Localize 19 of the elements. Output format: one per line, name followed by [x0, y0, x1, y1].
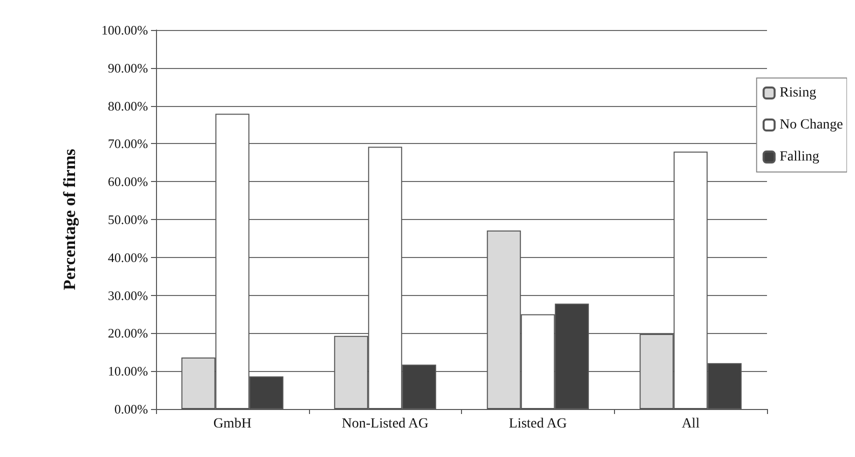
- y-tick-label: 10.00%: [108, 364, 148, 379]
- y-tick-label: 50.00%: [108, 212, 148, 227]
- y-tick-label: 100.00%: [101, 22, 148, 38]
- legend-label: Rising: [780, 86, 816, 100]
- x-tick-label: All: [682, 416, 700, 432]
- y-tick-label: 20.00%: [108, 326, 148, 341]
- y-tick-label: 80.00%: [108, 98, 148, 114]
- x-tick-label: Listed AG: [508, 416, 567, 432]
- y-tick-label: 60.00%: [108, 174, 148, 190]
- y-tick-label: 40.00%: [108, 250, 148, 265]
- legend-label: Falling: [780, 150, 820, 164]
- y-tick-label: 90.00%: [108, 60, 148, 76]
- x-tick-label: Non-Listed AG: [342, 416, 428, 432]
- legend-label: No Change: [780, 118, 844, 132]
- x-tick-label: GmbH: [213, 416, 252, 432]
- y-tick-label: 0.00%: [114, 402, 148, 416]
- y-axis-title: Percentage of firms: [60, 148, 79, 290]
- y-tick-label: 70.00%: [108, 136, 148, 152]
- y-tick-label: 30.00%: [108, 288, 148, 303]
